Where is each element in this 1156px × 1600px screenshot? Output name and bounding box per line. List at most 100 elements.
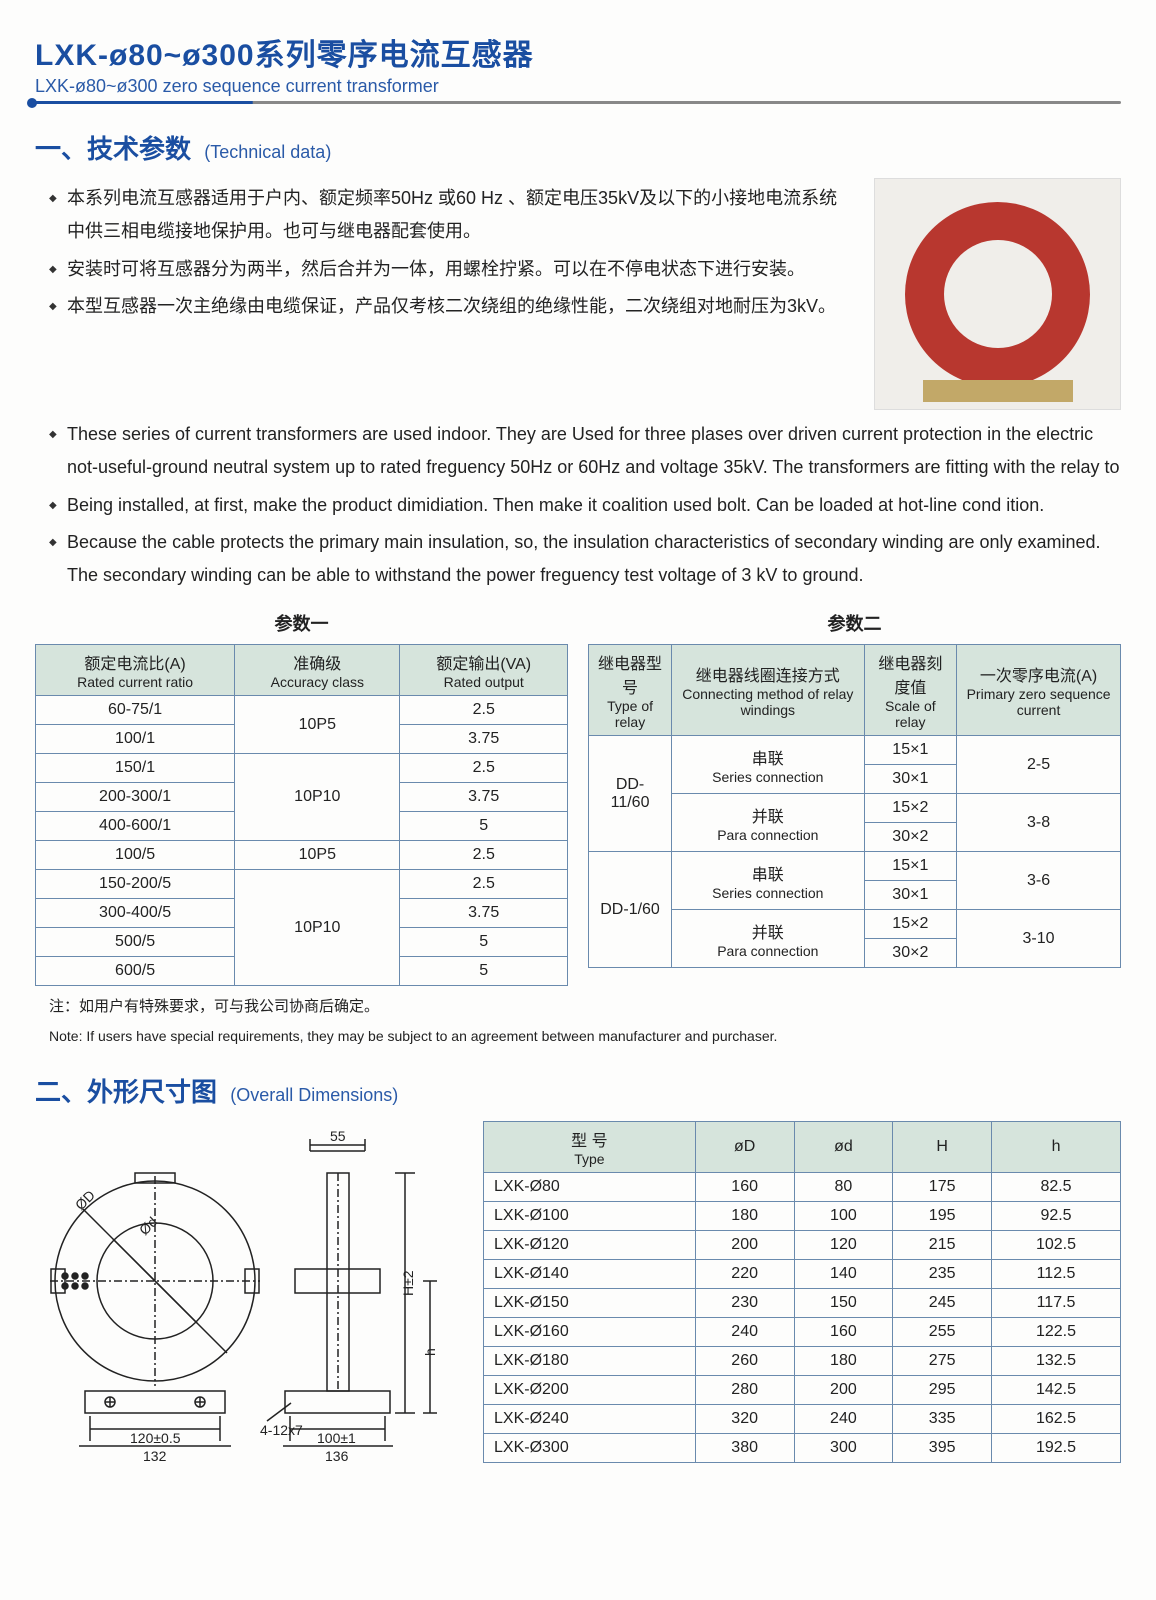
dimtable-cell: 240 xyxy=(794,1405,893,1434)
table2-cell: 15×2 xyxy=(864,910,957,939)
note-en: Note: If users have special requirements… xyxy=(49,1027,1121,1047)
table1-cell: 10P10 xyxy=(235,754,400,841)
dimtable-cell: LXK-Ø160 xyxy=(484,1318,696,1347)
dimtable-cell: 120 xyxy=(794,1231,893,1260)
dimtable-header: ød xyxy=(794,1122,893,1173)
section1-en: (Technical data) xyxy=(204,142,331,162)
label-base2: 100±1 xyxy=(317,1430,356,1446)
label-base1: 120±0.5 xyxy=(130,1430,181,1446)
table1-block: 参数一 额定电流比(A)Rated current ratio准确级Accura… xyxy=(35,602,568,986)
dimtable-header: H xyxy=(893,1122,992,1173)
table1-cell: 2.5 xyxy=(400,870,568,899)
table2-header: 继电器刻度值Scale of relay xyxy=(864,645,957,736)
dimtable-cell: 192.5 xyxy=(992,1434,1121,1463)
table1-cell: 500/5 xyxy=(36,928,235,957)
bullet-en: Because the cable protects the primary m… xyxy=(53,526,1121,593)
table1-header: 额定输出(VA)Rated output xyxy=(400,645,568,696)
table2-header: 继电器线圈连接方式Connecting method of relay wind… xyxy=(672,645,864,736)
dimtable-cell: LXK-Ø140 xyxy=(484,1260,696,1289)
bullets-cn-container: 本系列电流互感器适用于户内、额定频率50Hz 或60 Hz 、额定电压35kV及… xyxy=(35,178,854,327)
table1-cell: 2.5 xyxy=(400,841,568,870)
bullet-en: These series of current transformers are… xyxy=(53,418,1121,485)
product-image xyxy=(874,178,1121,410)
label-topw: 55 xyxy=(330,1128,346,1144)
table1-cell: 400-600/1 xyxy=(36,812,235,841)
dimtable-cell: 295 xyxy=(893,1376,992,1405)
table2-cell: 15×1 xyxy=(864,736,957,765)
dimtable-cell: 260 xyxy=(695,1347,794,1376)
table2-cell: 30×1 xyxy=(864,881,957,910)
table2-cell: 15×2 xyxy=(864,794,957,823)
dimtable-cell: 280 xyxy=(695,1376,794,1405)
table1-cell: 600/5 xyxy=(36,957,235,986)
bullet-cn: 本系列电流互感器适用于户内、额定频率50Hz 或60 Hz 、额定电压35kV及… xyxy=(53,182,854,249)
dimtable-cell: 215 xyxy=(893,1231,992,1260)
dimtable-cell: 160 xyxy=(695,1173,794,1202)
title-underline xyxy=(35,101,1121,104)
table1-cell: 300-400/5 xyxy=(36,899,235,928)
dimtable-cell: 200 xyxy=(695,1231,794,1260)
product-base-icon xyxy=(923,380,1073,402)
table2-block: 参数二 继电器型号Type of relay继电器线圈连接方式Connectin… xyxy=(588,602,1121,968)
dimtable-cell: 300 xyxy=(794,1434,893,1463)
dimtable-cell: 220 xyxy=(695,1260,794,1289)
dimtable-cell: 230 xyxy=(695,1289,794,1318)
dimtable-cell: 255 xyxy=(893,1318,992,1347)
dimtable-header: øD xyxy=(695,1122,794,1173)
table2-cell: 30×2 xyxy=(864,939,957,968)
table1-cell: 10P10 xyxy=(235,870,400,986)
table1-cell: 2.5 xyxy=(400,754,568,783)
table1-cell: 10P5 xyxy=(235,841,400,870)
section2-en: (Overall Dimensions) xyxy=(230,1085,398,1105)
table2-cell: 3-6 xyxy=(957,852,1121,910)
dimtable-cell: 82.5 xyxy=(992,1173,1121,1202)
section2-title: 二、外形尺寸图 (Overall Dimensions) xyxy=(35,1072,1121,1109)
table2-cell: 并联Para connection xyxy=(672,910,864,968)
dimtable-cell: LXK-Ø80 xyxy=(484,1173,696,1202)
table-param2: 继电器型号Type of relay继电器线圈连接方式Connecting me… xyxy=(588,644,1121,968)
table1-header: 准确级Accuracy class xyxy=(235,645,400,696)
table2-cell: DD-1/60 xyxy=(589,852,672,968)
dimtable-cell: 132.5 xyxy=(992,1347,1121,1376)
table1-title: 参数一 xyxy=(35,610,568,636)
dimtable-cell: 245 xyxy=(893,1289,992,1318)
dimtable-cell: LXK-Ø150 xyxy=(484,1289,696,1318)
section1-cn: 一、技术参数 xyxy=(35,134,191,164)
dim-table-block: 型 号TypeøDødHhLXK-Ø801608017582.5LXK-Ø100… xyxy=(483,1121,1121,1463)
dimtable-cell: 175 xyxy=(893,1173,992,1202)
bullets-en-container: These series of current transformers are… xyxy=(35,418,1121,592)
dimtable-cell: 380 xyxy=(695,1434,794,1463)
table2-cell: 30×2 xyxy=(864,823,957,852)
label-h: h xyxy=(422,1348,438,1356)
table1-cell: 3.75 xyxy=(400,899,568,928)
dimensions-row: ØD Ød 55 H±2 h 4-12x7 120±0.5 132 100±1 … xyxy=(35,1121,1121,1481)
table1-cell: 200-300/1 xyxy=(36,783,235,812)
table1-cell: 100/5 xyxy=(36,841,235,870)
table1-cell: 10P5 xyxy=(235,696,400,754)
table1-cell: 5 xyxy=(400,812,568,841)
product-ring-icon xyxy=(905,202,1090,387)
dimtable-cell: LXK-Ø180 xyxy=(484,1347,696,1376)
dimtable-cell: 150 xyxy=(794,1289,893,1318)
bullet-cn: 安装时可将互感器分为两半，然后合并为一体，用螺栓拧紧。可以在不停电状态下进行安装… xyxy=(53,253,854,286)
table-dimensions: 型 号TypeøDødHhLXK-Ø801608017582.5LXK-Ø100… xyxy=(483,1121,1121,1463)
dimtable-cell: 140 xyxy=(794,1260,893,1289)
dimtable-cell: 180 xyxy=(695,1202,794,1231)
table1-cell: 150/1 xyxy=(36,754,235,783)
dimtable-cell: 395 xyxy=(893,1434,992,1463)
tables-row: 参数一 额定电流比(A)Rated current ratio准确级Accura… xyxy=(35,602,1121,986)
dimtable-cell: LXK-Ø240 xyxy=(484,1405,696,1434)
dimtable-cell: 335 xyxy=(893,1405,992,1434)
table2-title: 参数二 xyxy=(588,610,1121,636)
label-holes: 4-12x7 xyxy=(260,1422,303,1438)
note-cn: 注：如用户有特殊要求，可与我公司协商后确定。 xyxy=(49,996,1121,1017)
dimtable-cell: 117.5 xyxy=(992,1289,1121,1318)
dimtable-cell: 200 xyxy=(794,1376,893,1405)
table1-cell: 2.5 xyxy=(400,696,568,725)
dimtable-cell: 275 xyxy=(893,1347,992,1376)
main-title-en: LXK-ø80~ø300 zero sequence current trans… xyxy=(35,76,1121,97)
dimtable-header: 型 号Type xyxy=(484,1122,696,1173)
label-oD: ØD xyxy=(72,1187,98,1213)
dimtable-cell: LXK-Ø300 xyxy=(484,1434,696,1463)
section2-cn: 二、外形尺寸图 xyxy=(35,1077,217,1107)
